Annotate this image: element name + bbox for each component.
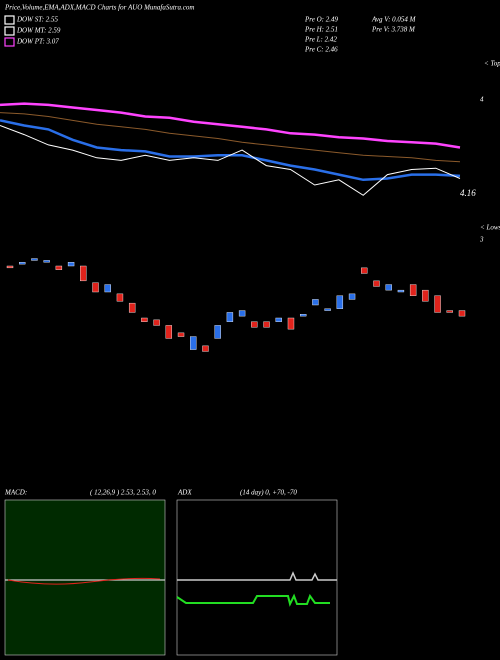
candle xyxy=(312,299,319,306)
candle xyxy=(128,302,136,313)
legend-swatch xyxy=(4,37,15,47)
legend-label: DOW PT: 3.07 xyxy=(16,38,59,46)
candle xyxy=(373,280,380,287)
candle xyxy=(458,310,466,317)
candle xyxy=(141,317,148,322)
legend-swatch xyxy=(4,15,15,25)
candle xyxy=(348,293,356,300)
price-label: < Lows xyxy=(480,224,500,232)
macd-title: MACD: xyxy=(4,489,27,497)
adx-title: ADX xyxy=(177,489,192,497)
legend-swatch xyxy=(4,26,15,36)
candle xyxy=(165,325,173,339)
candle xyxy=(153,319,160,326)
price-label: 4 xyxy=(480,96,484,104)
candle xyxy=(67,262,75,267)
macd-params: ( 12,26,9 ) 2.53, 2.53, 0 xyxy=(90,489,156,497)
candle xyxy=(6,265,14,269)
price-label: 4.16 xyxy=(460,188,476,198)
candle xyxy=(397,289,405,293)
ema-line xyxy=(0,119,461,182)
adx-line xyxy=(177,571,337,581)
price-label: < Tops xyxy=(484,60,500,68)
legend-label: DOW MT: 2.59 xyxy=(16,27,61,35)
adx-params: (14 day) 0, +70, -70 xyxy=(240,489,297,497)
legend-label: DOW ST: 2.55 xyxy=(16,16,59,24)
candle xyxy=(43,260,50,263)
macd-panel xyxy=(4,499,166,656)
macd-signal xyxy=(7,577,161,585)
price-label: 3 xyxy=(479,236,484,244)
pre-open: Pre O: 2.49 xyxy=(304,16,338,24)
candle xyxy=(116,293,124,302)
candle xyxy=(409,284,417,296)
candle xyxy=(19,262,26,265)
pre-high: Pre H: 2.51 xyxy=(304,26,338,34)
adx-di xyxy=(176,593,330,607)
candle xyxy=(422,289,429,302)
candle xyxy=(299,314,307,317)
candle xyxy=(251,321,258,328)
candle xyxy=(287,317,295,330)
ema-line xyxy=(0,112,461,163)
candle xyxy=(190,336,197,350)
candle xyxy=(238,310,246,317)
candle xyxy=(275,317,282,322)
candle xyxy=(226,312,234,322)
pre-low: Pre L: 2.42 xyxy=(304,36,337,44)
candle xyxy=(336,295,344,309)
candle xyxy=(92,282,99,293)
adx-panel xyxy=(176,499,338,656)
candle xyxy=(214,325,221,339)
candle xyxy=(104,284,111,293)
pre-close: Pre C: 2.46 xyxy=(304,46,338,54)
candle xyxy=(31,258,38,261)
candle xyxy=(385,284,392,291)
candle xyxy=(55,265,63,270)
candle xyxy=(263,321,270,328)
ema-line xyxy=(0,102,461,149)
candle xyxy=(324,308,331,311)
candle xyxy=(80,265,87,282)
candle xyxy=(446,310,453,313)
avg-volume: Avg V: 0.054 M xyxy=(371,16,417,24)
candle xyxy=(177,332,185,337)
candle xyxy=(202,345,209,352)
pre-volume: Pre V: 3.738 M xyxy=(371,26,416,34)
candle xyxy=(434,295,441,313)
ema-line xyxy=(0,125,461,196)
candle xyxy=(361,267,368,274)
page-title: Price,Volume,EMA,ADX,MACD Charts for AUO… xyxy=(4,4,194,12)
